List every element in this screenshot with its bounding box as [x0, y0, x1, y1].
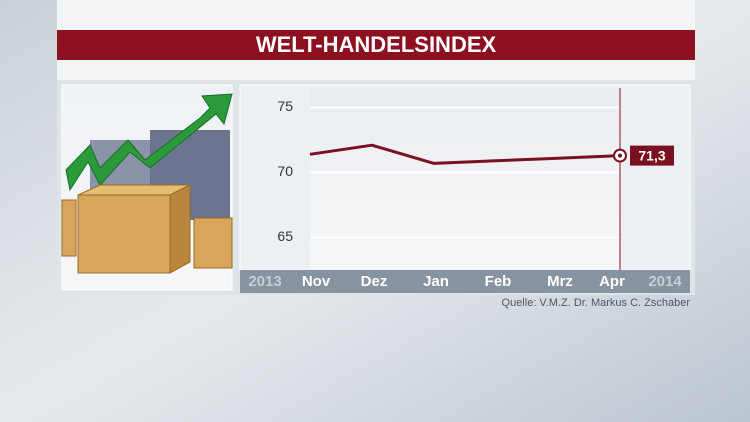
x-tick-label: Feb: [485, 273, 512, 290]
chart-title: WELT-HANDELSINDEX: [256, 32, 497, 57]
source-note: Quelle: V.M.Z. Dr. Markus C. Zschaber: [502, 297, 691, 309]
x-tick-label: Jan: [423, 273, 449, 290]
x-tick-label: Nov: [302, 273, 331, 290]
y-tick-label: 75: [277, 98, 293, 114]
x-tick-label: Apr: [599, 273, 625, 290]
chart: 65 70 75 Nov Dez Jan Feb Mrz Apr 71,3: [277, 88, 674, 290]
illustration: [61, 84, 233, 291]
period-label: 2013: [248, 273, 281, 290]
y-tick-label: 70: [277, 163, 293, 179]
x-tick-label: Mrz: [547, 273, 573, 290]
title-bar: [57, 30, 695, 60]
plot-area: [310, 88, 620, 270]
x-axis-strip: [240, 270, 690, 293]
end-point-dot: [618, 153, 622, 158]
line: [309, 143, 621, 165]
y-tick-label: 65: [277, 228, 293, 244]
value-label: 71,3: [638, 147, 665, 163]
x-tick-label: Dez: [361, 273, 388, 290]
period-label: 2014: [648, 273, 682, 290]
value-label-box: [630, 145, 674, 166]
